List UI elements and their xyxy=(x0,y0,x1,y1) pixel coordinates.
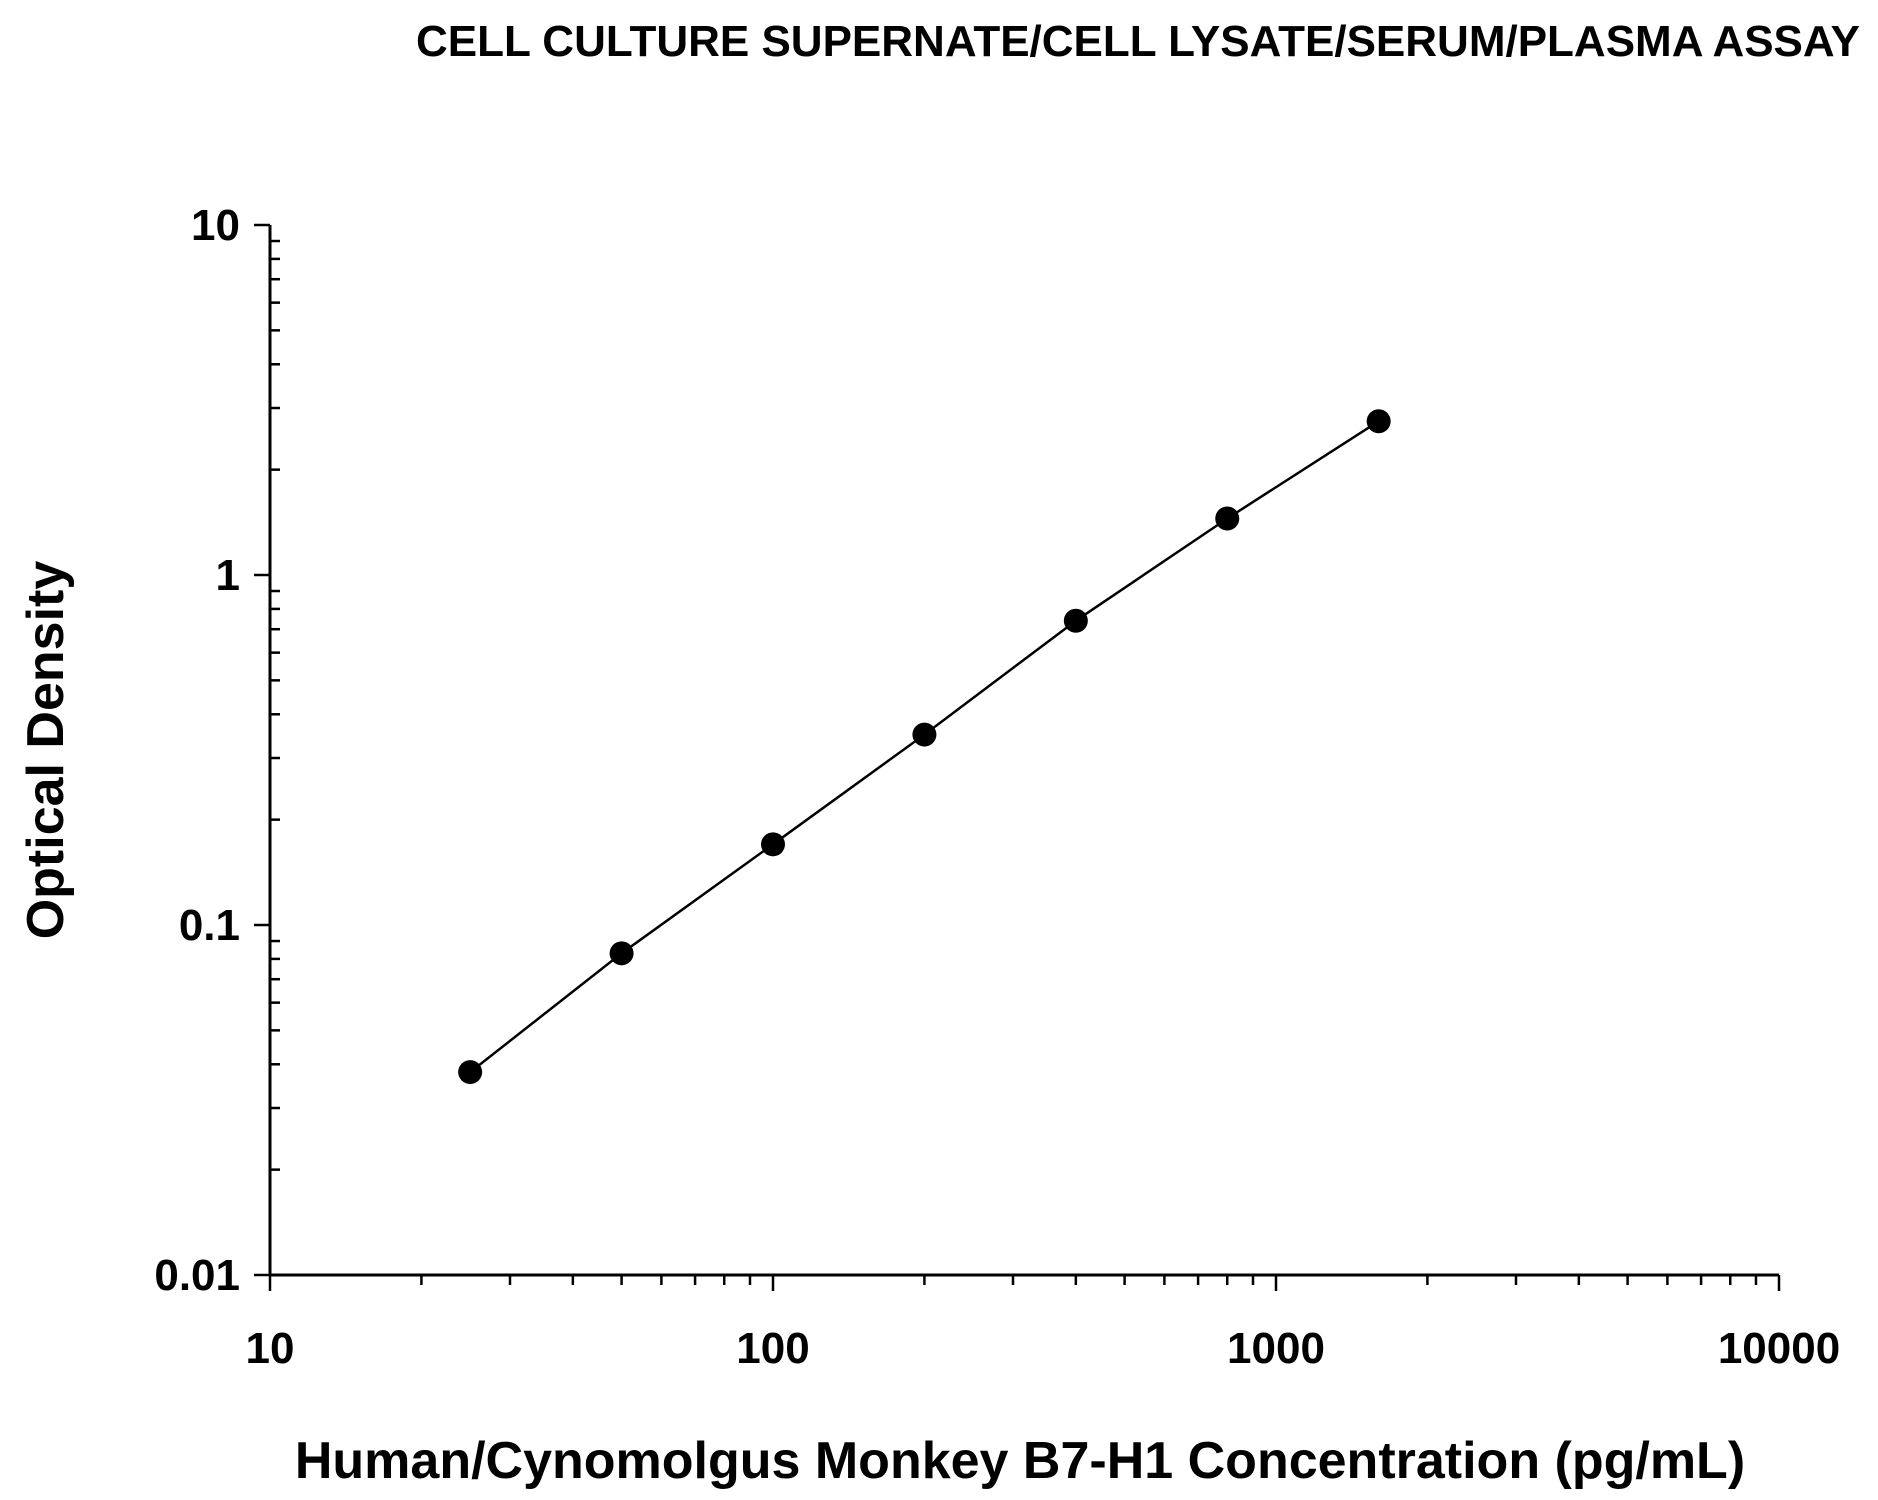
axis-ticks xyxy=(254,223,1781,1291)
axis-tick-labels: 10 100 1000 10000 0.01 0.1 1 10 xyxy=(154,201,1840,1373)
data-point xyxy=(1063,608,1088,633)
data-point xyxy=(912,722,937,747)
data-point xyxy=(609,941,634,966)
chart-title: CELL CULTURE SUPERNATE/CELL LYSATE/SERUM… xyxy=(416,17,1860,66)
x-tick-label: 10000 xyxy=(1718,1324,1840,1373)
data-point xyxy=(1366,409,1391,434)
y-tick-label: 0.01 xyxy=(154,1251,240,1300)
x-tick-label: 10 xyxy=(246,1324,295,1373)
x-tick-label: 100 xyxy=(736,1324,809,1373)
y-tick-label: 10 xyxy=(191,201,240,250)
data-point xyxy=(458,1060,483,1085)
data-points xyxy=(458,409,1391,1085)
y-tick-label: 1 xyxy=(216,551,240,600)
plot-area: 10 100 1000 10000 0.01 0.1 1 10 xyxy=(154,201,1840,1373)
fit-curve xyxy=(469,420,1380,1074)
data-point xyxy=(1215,506,1240,531)
data-point xyxy=(761,832,785,857)
y-tick-label: 0.1 xyxy=(179,901,240,950)
y-axis-label: Optical Density xyxy=(17,561,75,940)
x-axis-label: Human/Cynomolgus Monkey B7-H1 Concentrat… xyxy=(295,1432,1745,1490)
x-tick-label: 1000 xyxy=(1227,1324,1325,1373)
